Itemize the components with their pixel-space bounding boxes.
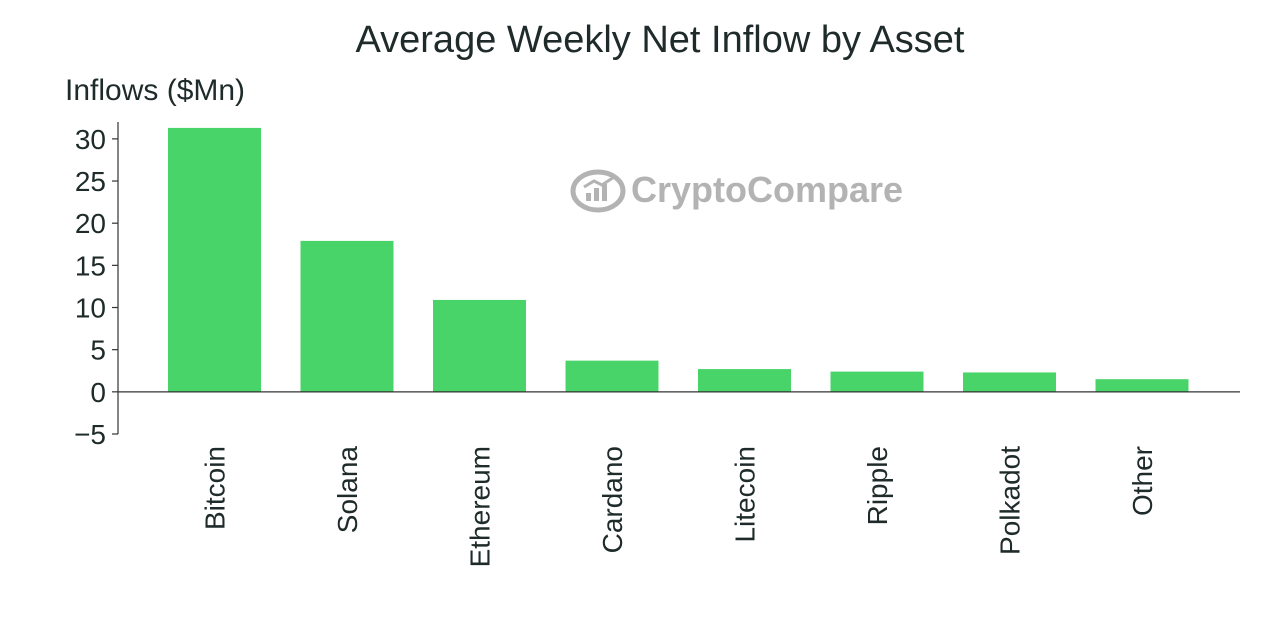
bar-litecoin: [698, 369, 791, 392]
y-tick-label: 10: [75, 293, 106, 324]
bar-polkadot: [963, 372, 1056, 392]
y-tick-label: 30: [75, 124, 106, 155]
bar-ethereum: [433, 299, 526, 392]
x-tick-label-solana: Solana: [332, 446, 363, 534]
y-tick-label: −5: [74, 419, 106, 450]
x-axis: Bitcoin Solana Ethereum Cardano Litecoin Ripp…: [118, 391, 1240, 567]
x-tick-label-ripple: Ripple: [862, 446, 893, 525]
y-axis: −5 0 5 10 15 20 25 30: [74, 122, 119, 450]
bar-other: [1095, 379, 1189, 392]
y-tick-label: 0: [90, 377, 106, 408]
x-tick-label-bitcoin: Bitcoin: [200, 446, 231, 530]
y-tick-label: 5: [90, 335, 106, 366]
x-tick-label-litecoin: Litecoin: [730, 446, 761, 543]
bar-bitcoin: [168, 127, 261, 392]
x-tick-label-ethereum: Ethereum: [465, 446, 496, 567]
x-tick-label-polkadot: Polkadot: [995, 446, 1026, 555]
x-tick-label-cardano: Cardano: [597, 446, 628, 553]
watermark: CryptoCompare: [570, 169, 903, 213]
bars: [168, 127, 1189, 392]
y-tick-label: 20: [75, 208, 106, 239]
x-tick-label-other: Other: [1127, 446, 1158, 516]
bar-ripple: [830, 371, 924, 392]
y-tick-label: 15: [75, 250, 106, 281]
y-tick-label: 25: [75, 166, 106, 197]
bar-solana: [300, 240, 394, 392]
watermark-text: CryptoCompare: [631, 169, 903, 210]
cryptocompare-logo-icon: [570, 169, 626, 213]
bar-cardano: [565, 360, 659, 392]
chart-title: Average Weekly Net Inflow by Asset: [355, 19, 964, 61]
y-axis-label: Inflows ($Mn): [65, 74, 245, 107]
